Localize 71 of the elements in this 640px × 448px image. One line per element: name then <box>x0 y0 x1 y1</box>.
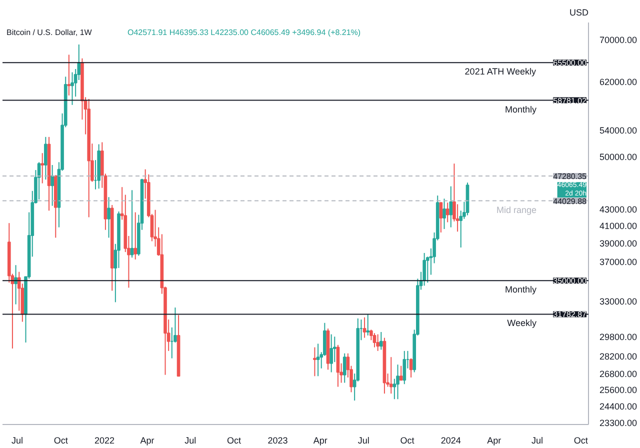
x-tick-label: Oct <box>227 436 242 446</box>
x-tick-label: Oct <box>400 436 415 446</box>
x-tick-label: Apr <box>487 436 502 446</box>
x-tick-label: Jul <box>184 436 196 446</box>
candlestick <box>389 356 393 394</box>
candlestick <box>44 136 48 180</box>
candlestick <box>316 343 320 377</box>
y-tick-label: 23300.00 <box>600 418 638 428</box>
y-tick-label: 25600.00 <box>600 384 638 395</box>
candlestick <box>134 212 138 260</box>
x-tick-label: 2024 <box>440 436 461 446</box>
annotation: 47280.35 <box>553 172 588 182</box>
candlestick <box>313 346 316 377</box>
candlestick <box>446 202 450 223</box>
candlestick <box>366 314 370 336</box>
candlestick <box>130 190 134 258</box>
text: Bitcoin / U.S. Dollar, 1W <box>6 28 92 37</box>
candlestick <box>14 264 18 305</box>
y-tick-label: 54000.00 <box>600 125 638 136</box>
annotation: 31782.87 <box>553 310 588 320</box>
x-tick-label: 2022 <box>94 436 115 446</box>
annotation: 65500.00 <box>553 58 588 68</box>
y-tick-label: 33000.00 <box>600 296 638 307</box>
y-tick-label: 28200.00 <box>600 351 638 362</box>
candlestick <box>342 352 346 384</box>
y-tick-label: 62000.00 <box>600 77 638 88</box>
annotation: 35000.00 <box>553 276 588 286</box>
candlestick <box>402 350 406 385</box>
y-axis-title: USD <box>570 8 589 18</box>
x-tick-label: Oct <box>574 436 588 446</box>
y-tick-label: 50000.00 <box>600 152 638 162</box>
annotation: 58781.02 <box>553 96 588 106</box>
x-tick-label: Jul <box>11 436 23 446</box>
ref-line-label: Mid range <box>496 204 537 215</box>
x-tick-label: Jul <box>358 436 370 446</box>
y-tick-label: 70000.00 <box>600 34 638 45</box>
candlestick <box>409 358 413 378</box>
x-tick-label: 2023 <box>268 436 288 446</box>
annotation: 44029.88 <box>553 196 588 206</box>
candlestick <box>442 198 446 230</box>
x-tick-label: Apr <box>313 436 328 446</box>
candlestick <box>330 334 333 373</box>
candlestick <box>439 202 443 233</box>
candlestick <box>67 54 71 96</box>
y-tick-label: 39000.00 <box>600 238 638 249</box>
candlestick <box>40 152 44 184</box>
ref-line-label: Weekly <box>507 318 537 328</box>
x-tick-label: Apr <box>140 436 154 446</box>
candlestick <box>399 365 403 381</box>
text: O42571.91 H46395.33 L42235.00 C46065.49 +3496.94 (+8.21%) <box>128 28 361 37</box>
y-tick-label: 37000.00 <box>600 256 638 267</box>
candlestick <box>379 331 383 350</box>
candlestick <box>50 164 54 206</box>
candlestick <box>376 334 380 352</box>
candlestick <box>107 196 110 238</box>
candlestick <box>372 332 376 348</box>
x-tick-label: Oct <box>54 436 68 446</box>
candlestick <box>422 252 426 286</box>
ref-line-label: 2021 ATH Weekly <box>464 66 537 77</box>
candlestick <box>362 316 366 338</box>
y-tick-label: 24400.00 <box>600 402 638 412</box>
y-tick-label: 41000.00 <box>600 221 638 232</box>
y-tick-label: 26800.00 <box>600 369 638 380</box>
y-tick-label: 29800.00 <box>600 332 638 342</box>
y-tick-label: 43000.00 <box>600 204 638 215</box>
candlestick <box>396 364 400 400</box>
candlestick <box>449 186 453 228</box>
ref-line-label: Monthly <box>504 104 537 114</box>
candlestick <box>70 72 74 106</box>
ref-line-label: Monthly <box>504 284 537 295</box>
x-tick-label: Jul <box>532 436 544 446</box>
